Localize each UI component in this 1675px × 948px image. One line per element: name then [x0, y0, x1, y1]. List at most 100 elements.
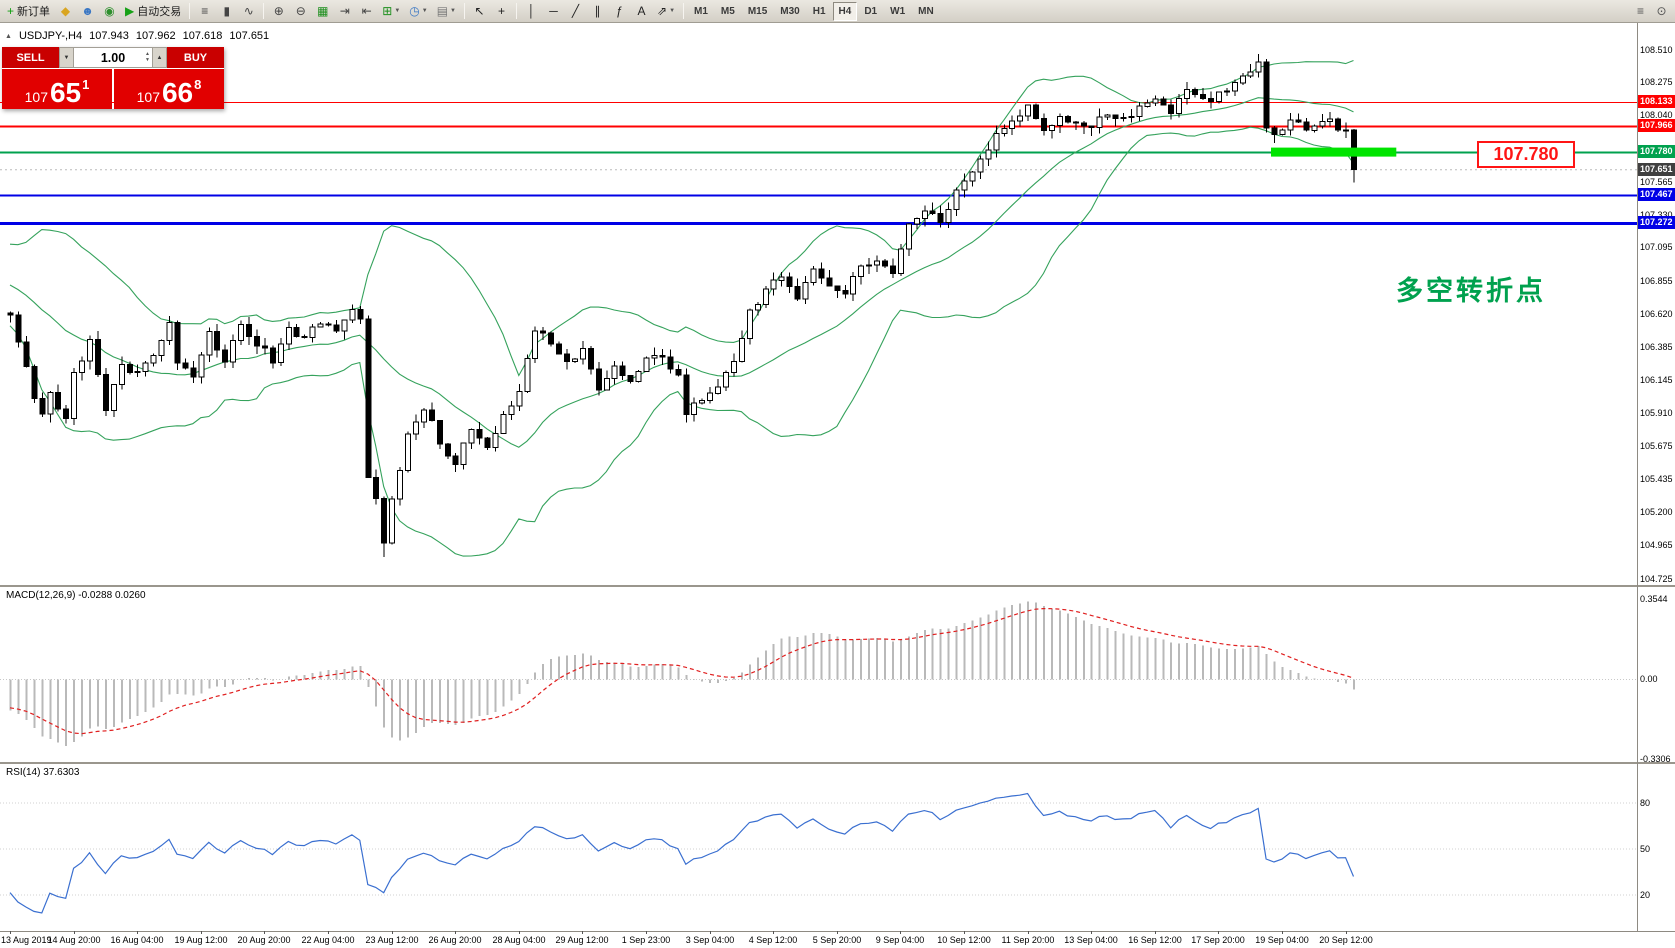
- turning-point-annotation[interactable]: 多空转折点: [1396, 276, 1546, 306]
- bar-chart-icon[interactable]: ≡: [194, 1, 215, 21]
- dropdown-caret-icon[interactable]: ▼: [421, 8, 428, 14]
- spinner-down-icon[interactable]: ▼: [145, 57, 150, 63]
- time-tick: [646, 931, 647, 934]
- trendline-icon[interactable]: ╱: [565, 1, 586, 21]
- indicators-icon[interactable]: ⊞ ▼: [378, 1, 404, 21]
- price-tick-label: 106.620: [1640, 309, 1673, 319]
- price-callout-label[interactable]: 107.780: [1477, 141, 1575, 168]
- price-tick-label: 106.145: [1640, 375, 1673, 385]
- timeframe-h4-button[interactable]: H4: [832, 1, 858, 21]
- close-value: 107.651: [229, 30, 270, 42]
- price-tick-label: 105.675: [1640, 441, 1673, 451]
- highlight-bar[interactable]: [1271, 147, 1397, 157]
- time-tick: [392, 931, 393, 934]
- chart-shift-icon[interactable]: ⇤: [356, 1, 377, 21]
- time-axis-label: 23 Aug 12:00: [365, 935, 419, 945]
- main-chart-canvas[interactable]: [0, 23, 1637, 585]
- arrows-icon[interactable]: ⇗ ▼: [653, 1, 679, 21]
- high-value: 107.962: [135, 30, 176, 42]
- price-tick-label: 104.965: [1640, 540, 1673, 550]
- templates-icon[interactable]: ▤ ▼: [433, 1, 460, 21]
- dropdown-caret-icon[interactable]: ▼: [669, 8, 676, 14]
- rsi-panel-divider[interactable]: [0, 762, 1675, 764]
- macd-panel-canvas[interactable]: [0, 587, 1637, 762]
- time-tick: [1346, 931, 1347, 934]
- chart-ohlc-header: ▲ USDJPY-,H4 107.943 107.962 107.618 107…: [5, 30, 269, 42]
- line-chart-icon[interactable]: ∿: [238, 1, 259, 21]
- text-icon[interactable]: A: [631, 1, 652, 21]
- dropdown-caret-icon[interactable]: ▼: [450, 8, 456, 14]
- time-axis-label: 26 Aug 20:00: [428, 935, 482, 945]
- sell-price-button[interactable]: 107 65 1: [2, 69, 112, 109]
- timeframe-w1-button[interactable]: W1: [890, 5, 906, 17]
- toolbar-separator: [189, 3, 191, 19]
- buy-price-pipette: 8: [194, 77, 202, 92]
- time-tick: [773, 931, 774, 934]
- toolbar-customize-icon[interactable]: ≡: [1630, 1, 1651, 21]
- news-icon[interactable]: ◉: [99, 1, 120, 21]
- new-order-icon: +: [7, 4, 15, 18]
- sell-button[interactable]: SELL: [2, 47, 59, 68]
- bollinger-upper-band: [9, 59, 1354, 377]
- periods-icon[interactable]: ◷ ▼: [405, 1, 431, 21]
- crosshair-icon[interactable]: +: [491, 1, 512, 21]
- timeframe-m30-button[interactable]: M30: [780, 5, 800, 17]
- dropdown-caret-icon[interactable]: ▼: [394, 8, 401, 14]
- profile-icon[interactable]: ☻: [77, 1, 98, 21]
- autotrading-button[interactable]: ▶ 自动交易: [121, 1, 185, 21]
- tile-windows-icon[interactable]: ▦: [312, 1, 333, 21]
- time-tick: [964, 931, 965, 934]
- price-tick-label: 106.385: [1640, 342, 1673, 352]
- time-axis-label: 19 Sep 04:00: [1255, 935, 1309, 945]
- new-order-button[interactable]: + 新订单: [3, 1, 54, 21]
- cursor-icon[interactable]: ↖: [469, 1, 490, 21]
- search-icon[interactable]: ⊙: [1651, 1, 1672, 21]
- auto-scroll-icon[interactable]: ⇥: [334, 1, 355, 21]
- news-icon: ◉: [104, 4, 115, 18]
- channel-icon[interactable]: ∥: [587, 1, 608, 21]
- templates-icon: ▤: [436, 4, 449, 18]
- cursor-icon: ↖: [474, 4, 485, 18]
- candlestick-chart-icon[interactable]: ▮: [216, 1, 237, 21]
- timeframe-m5-button[interactable]: M5: [720, 5, 735, 17]
- time-axis-label: 11 Sep 20:00: [1001, 935, 1055, 945]
- candlestick-chart-icon: ▮: [223, 4, 231, 18]
- timeframe-m1-button[interactable]: M1: [694, 5, 708, 17]
- fibonacci-icon[interactable]: ƒ: [609, 1, 630, 21]
- rsi-panel-canvas[interactable]: [0, 764, 1637, 931]
- time-tick: [582, 931, 583, 934]
- volume-spinner[interactable]: ▲ ▼: [145, 51, 150, 63]
- chart-window[interactable]: ▲ USDJPY-,H4 107.943 107.962 107.618 107…: [0, 23, 1675, 948]
- timeframe-h1-button[interactable]: H1: [812, 5, 826, 17]
- timeframe-d1-button[interactable]: D1: [864, 5, 878, 17]
- zoom-in-icon[interactable]: ⊕: [268, 1, 289, 21]
- time-axis-label: 20 Sep 12:00: [1319, 935, 1373, 945]
- volume-decrease-button[interactable]: ▼: [59, 47, 74, 68]
- zoom-out-icon[interactable]: ⊖: [290, 1, 311, 21]
- horizontal-line-icon[interactable]: ─: [543, 1, 564, 21]
- volume-input[interactable]: 1.00 ▲ ▼: [74, 47, 152, 68]
- new-order-button-label: 新订单: [17, 6, 51, 18]
- volume-increase-button[interactable]: ▲: [152, 47, 167, 68]
- rsi-line: [9, 792, 1355, 914]
- price-tick-label: 106.855: [1640, 276, 1673, 286]
- price-axis[interactable]: 108.510 108.275 108.040 107.565 107.330 107.0…: [1638, 23, 1675, 931]
- macd-axis-label: 0.3544: [1640, 594, 1668, 604]
- price-tick-label: 108.275: [1640, 77, 1673, 87]
- sell-price-digits: 65: [49, 77, 82, 109]
- buy-price-prefix: 107: [136, 88, 160, 105]
- buy-button[interactable]: BUY: [167, 47, 224, 68]
- buy-price-button[interactable]: 107 66 8: [114, 69, 224, 109]
- low-value: 107.618: [182, 30, 223, 42]
- timeframe-m15-button[interactable]: M15: [747, 5, 768, 17]
- sell-price-pipette: 1: [82, 77, 90, 92]
- time-axis-label: 17 Sep 20:00: [1191, 935, 1245, 945]
- time-tick: [837, 931, 838, 934]
- macd-panel-divider[interactable]: [0, 585, 1675, 587]
- timeframe-mn-button[interactable]: MN: [918, 5, 934, 17]
- spinner-up-icon[interactable]: ▲: [145, 51, 150, 57]
- metaeditor-icon[interactable]: ◆: [55, 1, 76, 21]
- line-chart-icon: ∿: [243, 4, 254, 18]
- vertical-line-icon[interactable]: │: [521, 1, 542, 21]
- time-axis[interactable]: 13 Aug 2019 14 Aug 20:00 16 Aug 04:00 19 Au…: [0, 931, 1637, 948]
